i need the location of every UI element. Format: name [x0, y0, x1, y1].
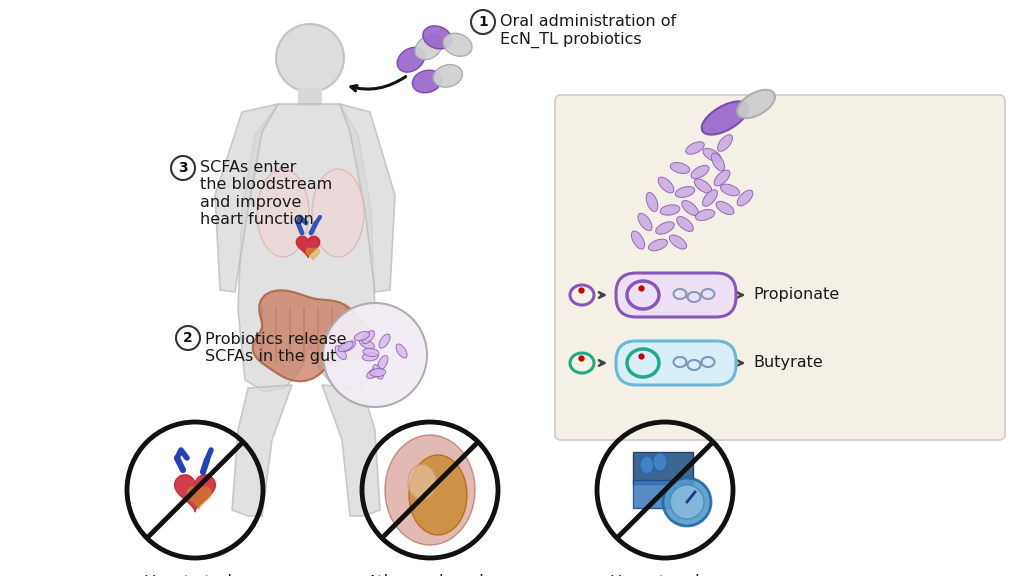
Bar [633, 452, 693, 484]
FancyBboxPatch shape [616, 273, 736, 317]
Ellipse shape [658, 177, 674, 193]
Ellipse shape [695, 210, 715, 221]
Ellipse shape [714, 170, 730, 186]
Ellipse shape [433, 65, 463, 87]
Polygon shape [187, 487, 211, 509]
Ellipse shape [694, 179, 712, 193]
Ellipse shape [716, 202, 734, 215]
Text: Heart stroke: Heart stroke [143, 574, 247, 576]
Ellipse shape [354, 332, 370, 341]
Ellipse shape [341, 341, 355, 351]
Ellipse shape [660, 205, 680, 215]
Ellipse shape [701, 101, 749, 135]
Text: 3: 3 [178, 161, 187, 175]
Ellipse shape [737, 90, 775, 118]
Circle shape [323, 303, 427, 407]
Circle shape [670, 485, 705, 519]
Ellipse shape [443, 33, 472, 56]
Ellipse shape [671, 162, 690, 173]
Ellipse shape [257, 169, 309, 257]
Polygon shape [322, 385, 380, 516]
Ellipse shape [415, 35, 442, 60]
Ellipse shape [362, 353, 378, 361]
Text: SCFAs enter
the bloodstream
and improve
heart function: SCFAs enter the bloodstream and improve … [200, 160, 332, 227]
Ellipse shape [721, 184, 739, 196]
Ellipse shape [703, 149, 721, 162]
FancyBboxPatch shape [555, 95, 1005, 440]
Polygon shape [215, 104, 278, 292]
Ellipse shape [737, 190, 753, 206]
Ellipse shape [712, 153, 725, 171]
Polygon shape [175, 475, 215, 511]
Ellipse shape [632, 231, 645, 249]
Ellipse shape [385, 435, 475, 545]
Ellipse shape [378, 355, 388, 370]
Ellipse shape [670, 235, 687, 249]
Ellipse shape [646, 192, 657, 211]
Ellipse shape [367, 367, 381, 378]
Circle shape [471, 10, 495, 34]
Polygon shape [253, 290, 376, 381]
Ellipse shape [655, 222, 675, 234]
Text: Propionate: Propionate [753, 287, 840, 302]
Polygon shape [232, 385, 292, 516]
Ellipse shape [396, 344, 408, 358]
Ellipse shape [362, 331, 375, 344]
Polygon shape [340, 104, 395, 292]
Ellipse shape [379, 334, 390, 348]
Ellipse shape [409, 455, 467, 535]
Text: 2: 2 [183, 331, 193, 345]
Ellipse shape [335, 346, 346, 359]
Polygon shape [238, 104, 375, 392]
Ellipse shape [359, 339, 375, 349]
Circle shape [276, 24, 344, 92]
Text: Atherosclerosis: Atherosclerosis [367, 574, 494, 576]
Ellipse shape [638, 213, 652, 230]
Text: 1: 1 [478, 15, 487, 29]
Polygon shape [306, 248, 319, 260]
Ellipse shape [648, 239, 668, 251]
Ellipse shape [397, 47, 425, 72]
Text: Butyrate: Butyrate [753, 355, 822, 370]
Ellipse shape [682, 200, 698, 215]
Ellipse shape [373, 365, 383, 379]
Circle shape [176, 326, 200, 350]
Polygon shape [296, 236, 319, 257]
Bar [298, 88, 322, 106]
Ellipse shape [364, 348, 379, 357]
Ellipse shape [338, 342, 353, 351]
Ellipse shape [677, 217, 693, 232]
Circle shape [663, 478, 711, 526]
Ellipse shape [691, 165, 709, 179]
Ellipse shape [686, 142, 705, 154]
Ellipse shape [718, 135, 732, 151]
Text: Hypertension: Hypertension [609, 574, 721, 576]
Ellipse shape [702, 190, 718, 206]
Ellipse shape [408, 464, 436, 499]
Ellipse shape [653, 453, 667, 471]
Text: Probiotics release
SCFAs in the gut: Probiotics release SCFAs in the gut [205, 332, 346, 365]
Circle shape [171, 156, 195, 180]
Ellipse shape [312, 169, 364, 257]
Ellipse shape [423, 26, 452, 49]
Text: Oral administration of
EcN_TL probiotics: Oral administration of EcN_TL probiotics [500, 14, 676, 48]
FancyBboxPatch shape [616, 341, 736, 385]
Ellipse shape [413, 70, 441, 93]
Bar [633, 480, 675, 508]
Ellipse shape [675, 187, 694, 198]
Ellipse shape [370, 369, 386, 377]
Ellipse shape [640, 456, 654, 474]
